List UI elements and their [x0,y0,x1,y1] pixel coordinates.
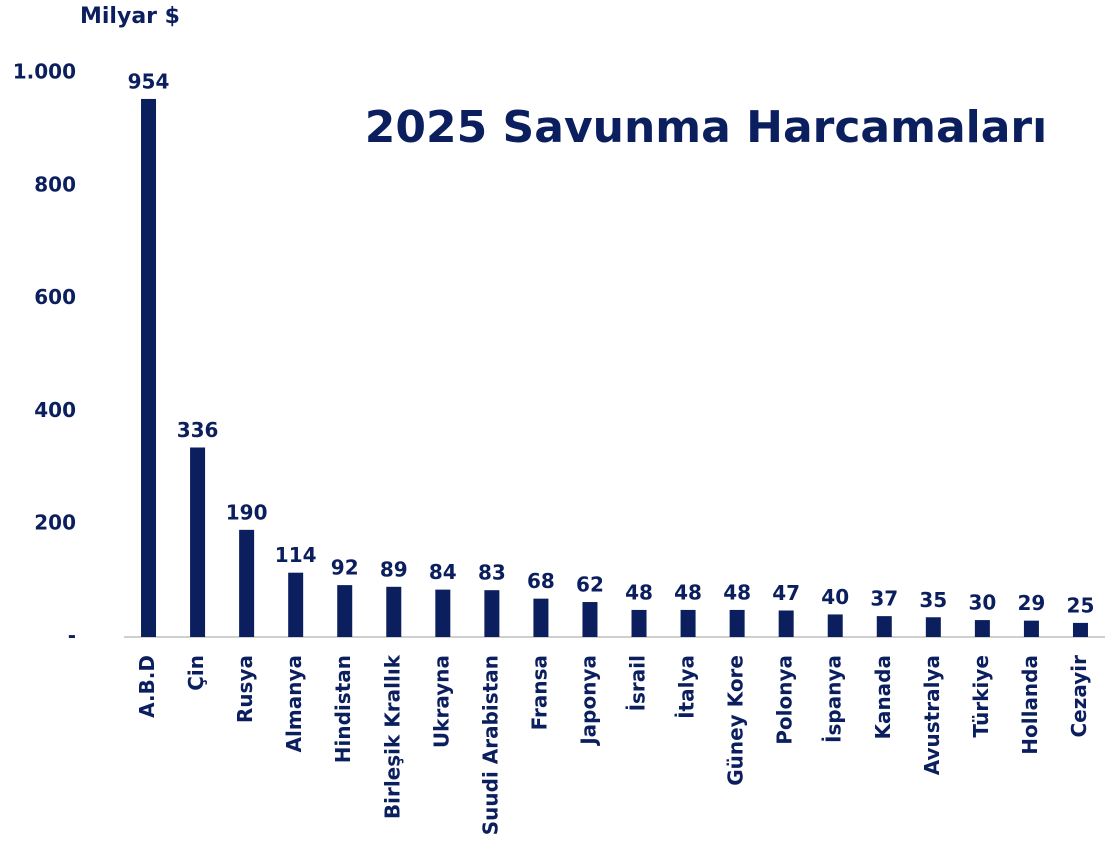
chart-title: 2025 Savunma Harcamaları [365,102,1047,153]
x-tick-label: A.B.D [135,655,159,718]
value-label: 954 [128,69,170,93]
y-tick-label: - [68,624,76,648]
x-tick-label: Güney Kore [724,655,748,786]
value-label: 37 [870,587,898,611]
x-tick-label: Birleşik Krallık [380,654,404,819]
value-label: 30 [968,591,996,615]
bar [974,620,990,637]
bar [827,614,843,637]
bar [631,609,647,637]
x-tick-label: İtalya [675,655,699,719]
bar [1023,620,1039,637]
value-label: 83 [478,561,506,585]
value-label: 68 [527,569,555,593]
bar [288,572,304,637]
x-tick-label: Hollanda [1018,655,1042,755]
bar [778,610,794,637]
value-label: 29 [1018,591,1046,615]
value-label: 336 [177,418,219,442]
value-label: 48 [625,580,653,604]
x-tick-label: Almanya [282,655,306,752]
value-label: 62 [576,573,604,597]
bar [533,598,549,637]
bar [190,447,206,637]
bar [680,609,696,637]
y-tick-label: 600 [34,285,76,309]
bar [876,616,892,637]
value-label: 92 [331,556,359,580]
x-tick-label: Türkiye [969,655,993,738]
value-label: 190 [226,500,268,524]
value-label: 40 [821,585,849,609]
bar [386,586,402,637]
value-label: 25 [1067,593,1095,617]
x-tick-label: Kanada [871,655,895,740]
value-label: 48 [674,580,702,604]
bar [141,98,157,638]
y-tick-label: 1.000 [13,60,76,84]
x-tick-label: İspanya [822,655,846,743]
x-tick-label: Japonya [576,655,600,747]
bar [925,617,941,637]
bar [582,602,598,637]
x-tick-label: Suudi Arabistan [478,655,502,835]
x-tick-label: Avustralya [920,655,944,775]
value-label: 89 [380,557,408,581]
bar [484,590,500,637]
y-tick-label: 200 [34,511,76,535]
value-label: 114 [275,543,317,567]
y-tick-label: 400 [34,398,76,422]
value-label: 47 [772,581,800,605]
x-tick-label: Ukrayna [429,655,453,748]
y-axis-label: Milyar $ [80,4,180,29]
x-tick-label: Hindistan [331,655,355,763]
x-tick-label: Fransa [527,655,551,730]
value-label: 35 [919,588,947,612]
x-tick-label: Çin [184,655,208,691]
x-tick-label: Rusya [233,655,257,723]
bar [1072,622,1088,637]
bar [729,609,745,637]
value-label: 48 [723,580,751,604]
bar [337,585,353,637]
value-label: 84 [429,560,457,584]
x-tick-label: Cezayir [1067,655,1091,738]
x-tick-label: Polonya [773,655,797,745]
y-tick-label: 800 [34,172,76,196]
bar [239,529,255,637]
bar [435,589,451,637]
x-tick-label: İsrail [626,655,650,711]
